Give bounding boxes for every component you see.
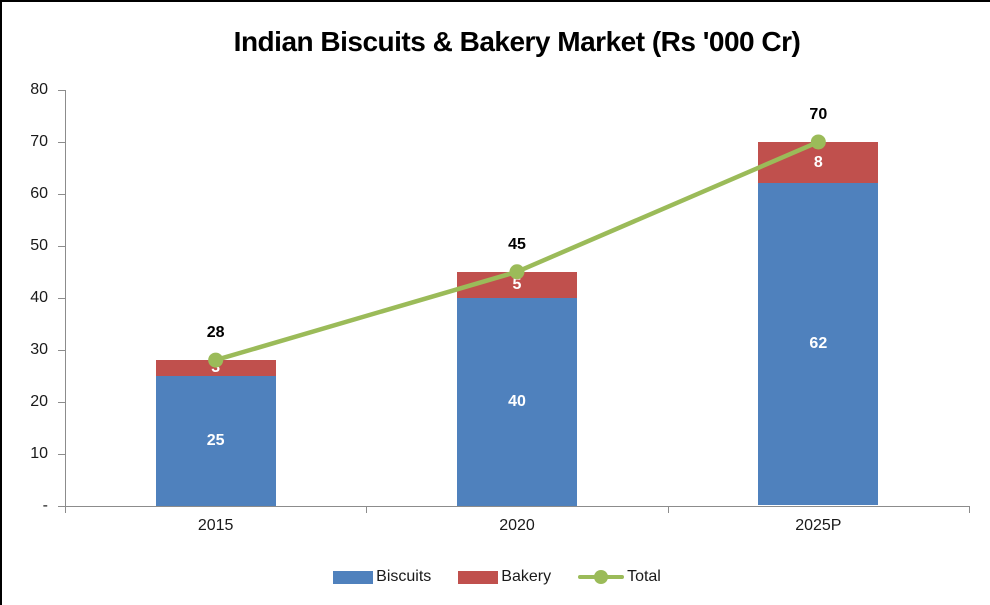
- chart-title: Indian Biscuits & Bakery Market (Rs '000…: [233, 26, 801, 57]
- legend-label: Biscuits: [376, 568, 432, 585]
- total-line-marker[interactable]: [208, 352, 224, 368]
- x-category-label: 2025P: [795, 516, 842, 534]
- y-tick-label: 50: [30, 236, 48, 254]
- y-tick-mark: [58, 453, 65, 455]
- legend-line-marker-icon: [578, 570, 625, 584]
- legend-label: Bakery: [501, 568, 552, 585]
- legend-swatch-icon: [333, 570, 374, 584]
- bar-value-label: 25: [206, 431, 225, 449]
- y-tick-label: 80: [30, 81, 48, 98]
- x-category-label: 2015: [197, 516, 234, 534]
- bar-segment-bakery[interactable]: [155, 360, 276, 376]
- total-value-label: 28: [206, 324, 225, 342]
- total-line-marker[interactable]: [509, 264, 525, 280]
- y-tick-mark: [58, 349, 65, 351]
- y-tick-mark: [58, 141, 65, 143]
- y-tick-mark: [58, 245, 65, 247]
- y-tick-mark: [58, 401, 65, 403]
- x-axis-line: [65, 505, 969, 507]
- y-tick-mark: [58, 505, 65, 507]
- bar-value-label: 8: [813, 153, 823, 171]
- x-category-label: 2020: [499, 516, 535, 534]
- bar-value-label: 40: [508, 392, 526, 410]
- y-tick-label: 20: [30, 392, 48, 410]
- total-value-label: 70: [809, 105, 828, 123]
- total-value-label: 45: [508, 235, 526, 253]
- y-tick-mark: [58, 297, 65, 299]
- legend-swatch-icon: [458, 570, 499, 584]
- bar-segment-biscuits[interactable]: [758, 183, 879, 506]
- x-tick-mark: [969, 505, 970, 513]
- bar-value-label: 62: [809, 335, 828, 353]
- legend-item-biscuits[interactable]: Biscuits: [333, 568, 431, 586]
- y-tick-mark: [58, 193, 65, 195]
- x-tick-mark: [667, 505, 669, 513]
- legend-item-bakery[interactable]: Bakery: [458, 568, 551, 586]
- bar-segment-biscuits[interactable]: [155, 375, 276, 506]
- total-line-marker[interactable]: [810, 134, 826, 150]
- legend: Biscuits Bakery Total: [2, 563, 990, 591]
- y-axis-line: [65, 90, 66, 513]
- legend-item-total[interactable]: Total: [578, 568, 661, 586]
- y-tick-label: 30: [30, 340, 48, 358]
- bar-segment-biscuits[interactable]: [457, 297, 577, 506]
- y-tick-label: 70: [30, 132, 48, 150]
- bar-value-label: 5: [512, 275, 522, 293]
- y-tick-label: 60: [30, 184, 48, 202]
- legend-label: Total: [627, 568, 661, 585]
- x-tick-mark: [366, 505, 368, 513]
- x-tick-mark: [65, 505, 66, 513]
- y-tick-label: 40: [30, 288, 48, 306]
- y-tick-mark: [58, 90, 65, 91]
- y-tick-label: 10: [30, 444, 48, 462]
- y-tick-label: -: [42, 496, 48, 514]
